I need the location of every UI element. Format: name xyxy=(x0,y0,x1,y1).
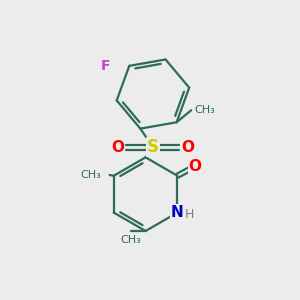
Text: CH₃: CH₃ xyxy=(121,236,141,245)
Text: CH₃: CH₃ xyxy=(194,105,215,115)
Text: N: N xyxy=(171,205,184,220)
Text: O: O xyxy=(112,140,125,154)
Text: H: H xyxy=(185,208,194,221)
Text: CH₃: CH₃ xyxy=(81,170,101,180)
Text: S: S xyxy=(147,138,159,156)
Text: F: F xyxy=(101,59,111,73)
Text: O: O xyxy=(181,140,194,154)
Text: O: O xyxy=(188,159,202,174)
